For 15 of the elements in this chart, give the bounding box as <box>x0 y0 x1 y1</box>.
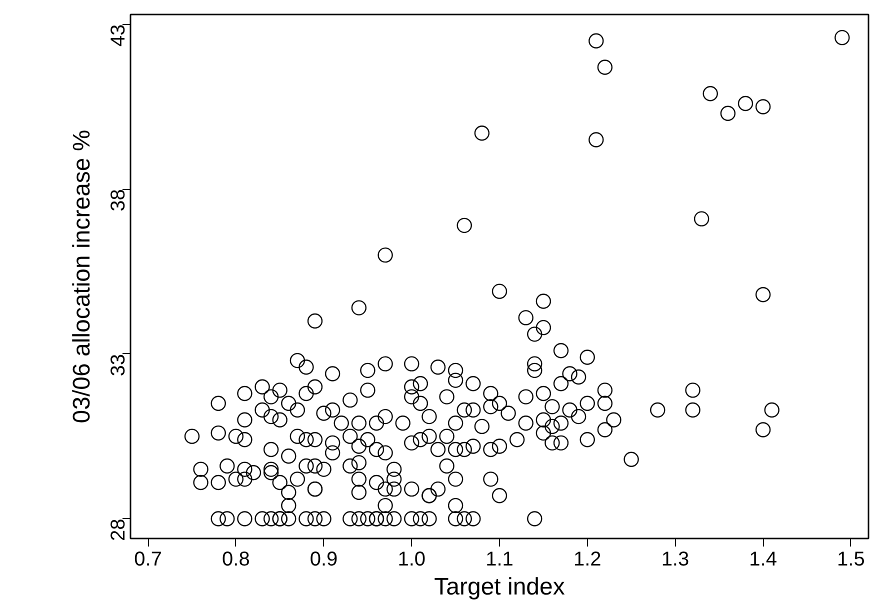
y-axis-title: 03/06 allocation increase % <box>68 130 96 424</box>
y-tick-label: 33 <box>108 354 130 376</box>
x-tick-label: 0.8 <box>222 548 250 570</box>
x-tick-label: 0.7 <box>134 548 162 570</box>
x-tick-label: 1.4 <box>749 548 777 570</box>
y-tick-label: 28 <box>108 518 130 541</box>
x-axis-title: Target index <box>434 574 565 600</box>
y-tick-label: 43 <box>108 24 130 47</box>
x-tick-label: 1.5 <box>837 548 865 570</box>
x-tick-label: 1.2 <box>573 548 602 570</box>
x-tick-label: 1.1 <box>486 548 514 570</box>
y-tick-label: 38 <box>108 189 130 212</box>
x-tick-label: 1.3 <box>661 548 690 570</box>
x-tick-label: 1.0 <box>398 548 426 570</box>
x-tick-label: 0.9 <box>310 548 338 570</box>
